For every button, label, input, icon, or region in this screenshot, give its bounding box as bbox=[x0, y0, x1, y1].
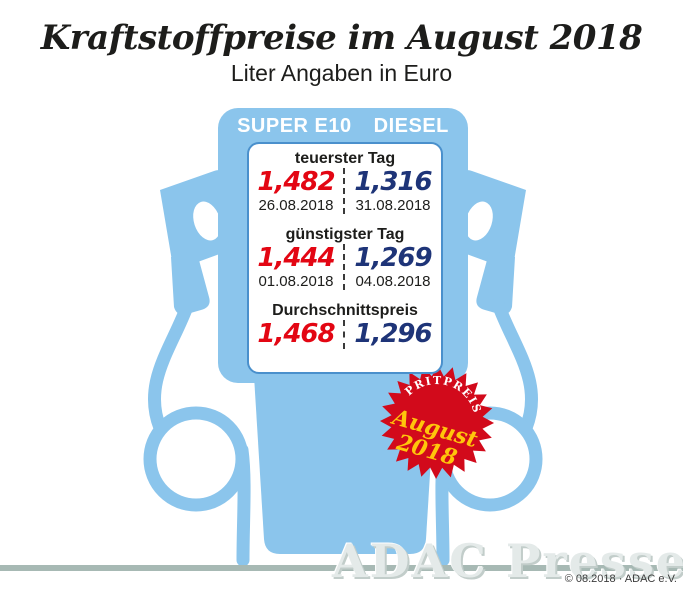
diesel-date: 04.08.2018 bbox=[355, 273, 431, 290]
super-e10-value: 1,444 bbox=[257, 243, 335, 273]
page-subtitle: Liter Angaben in Euro bbox=[230, 60, 453, 86]
super-e10-value: 1,468 bbox=[257, 319, 335, 349]
page-title: Kraftstoffpreise im August 2018 bbox=[40, 18, 643, 58]
super-e10-date: 26.08.2018 bbox=[258, 197, 334, 214]
section-cheapest-day: günstigster Tag 1,444 01.08.2018 1,269 0… bbox=[249, 225, 441, 290]
section-label: günstigster Tag bbox=[285, 226, 405, 243]
section-most-expensive-day: teuerster Tag 1,482 26.08.2018 1,316 31.… bbox=[249, 149, 441, 214]
diesel-value: 1,316 bbox=[354, 167, 432, 197]
copyright-note: © 08.2018 · ADAC e.V. bbox=[564, 573, 677, 585]
fuel-label-super-e10: SUPER E10 bbox=[237, 115, 352, 137]
press-watermark: ADAC Presse bbox=[331, 534, 683, 588]
fuel-header: SUPER E10 DIESEL bbox=[218, 115, 468, 138]
section-average-price: Durchschnittspreis 1,468 1,296 bbox=[249, 301, 441, 349]
price-panel: teuerster Tag 1,482 26.08.2018 1,316 31.… bbox=[247, 142, 443, 374]
fuel-label-diesel: DIESEL bbox=[373, 115, 449, 137]
starburst-icon bbox=[379, 364, 495, 480]
super-e10-value: 1,482 bbox=[257, 167, 335, 197]
ground-line bbox=[0, 565, 683, 571]
diesel-value: 1,296 bbox=[354, 319, 432, 349]
section-label: Durchschnittspreis bbox=[272, 302, 418, 319]
super-e10-date: 01.08.2018 bbox=[258, 273, 334, 290]
diesel-value: 1,269 bbox=[354, 243, 432, 273]
diesel-date: 31.08.2018 bbox=[355, 197, 431, 214]
section-label: teuerster Tag bbox=[294, 150, 396, 167]
